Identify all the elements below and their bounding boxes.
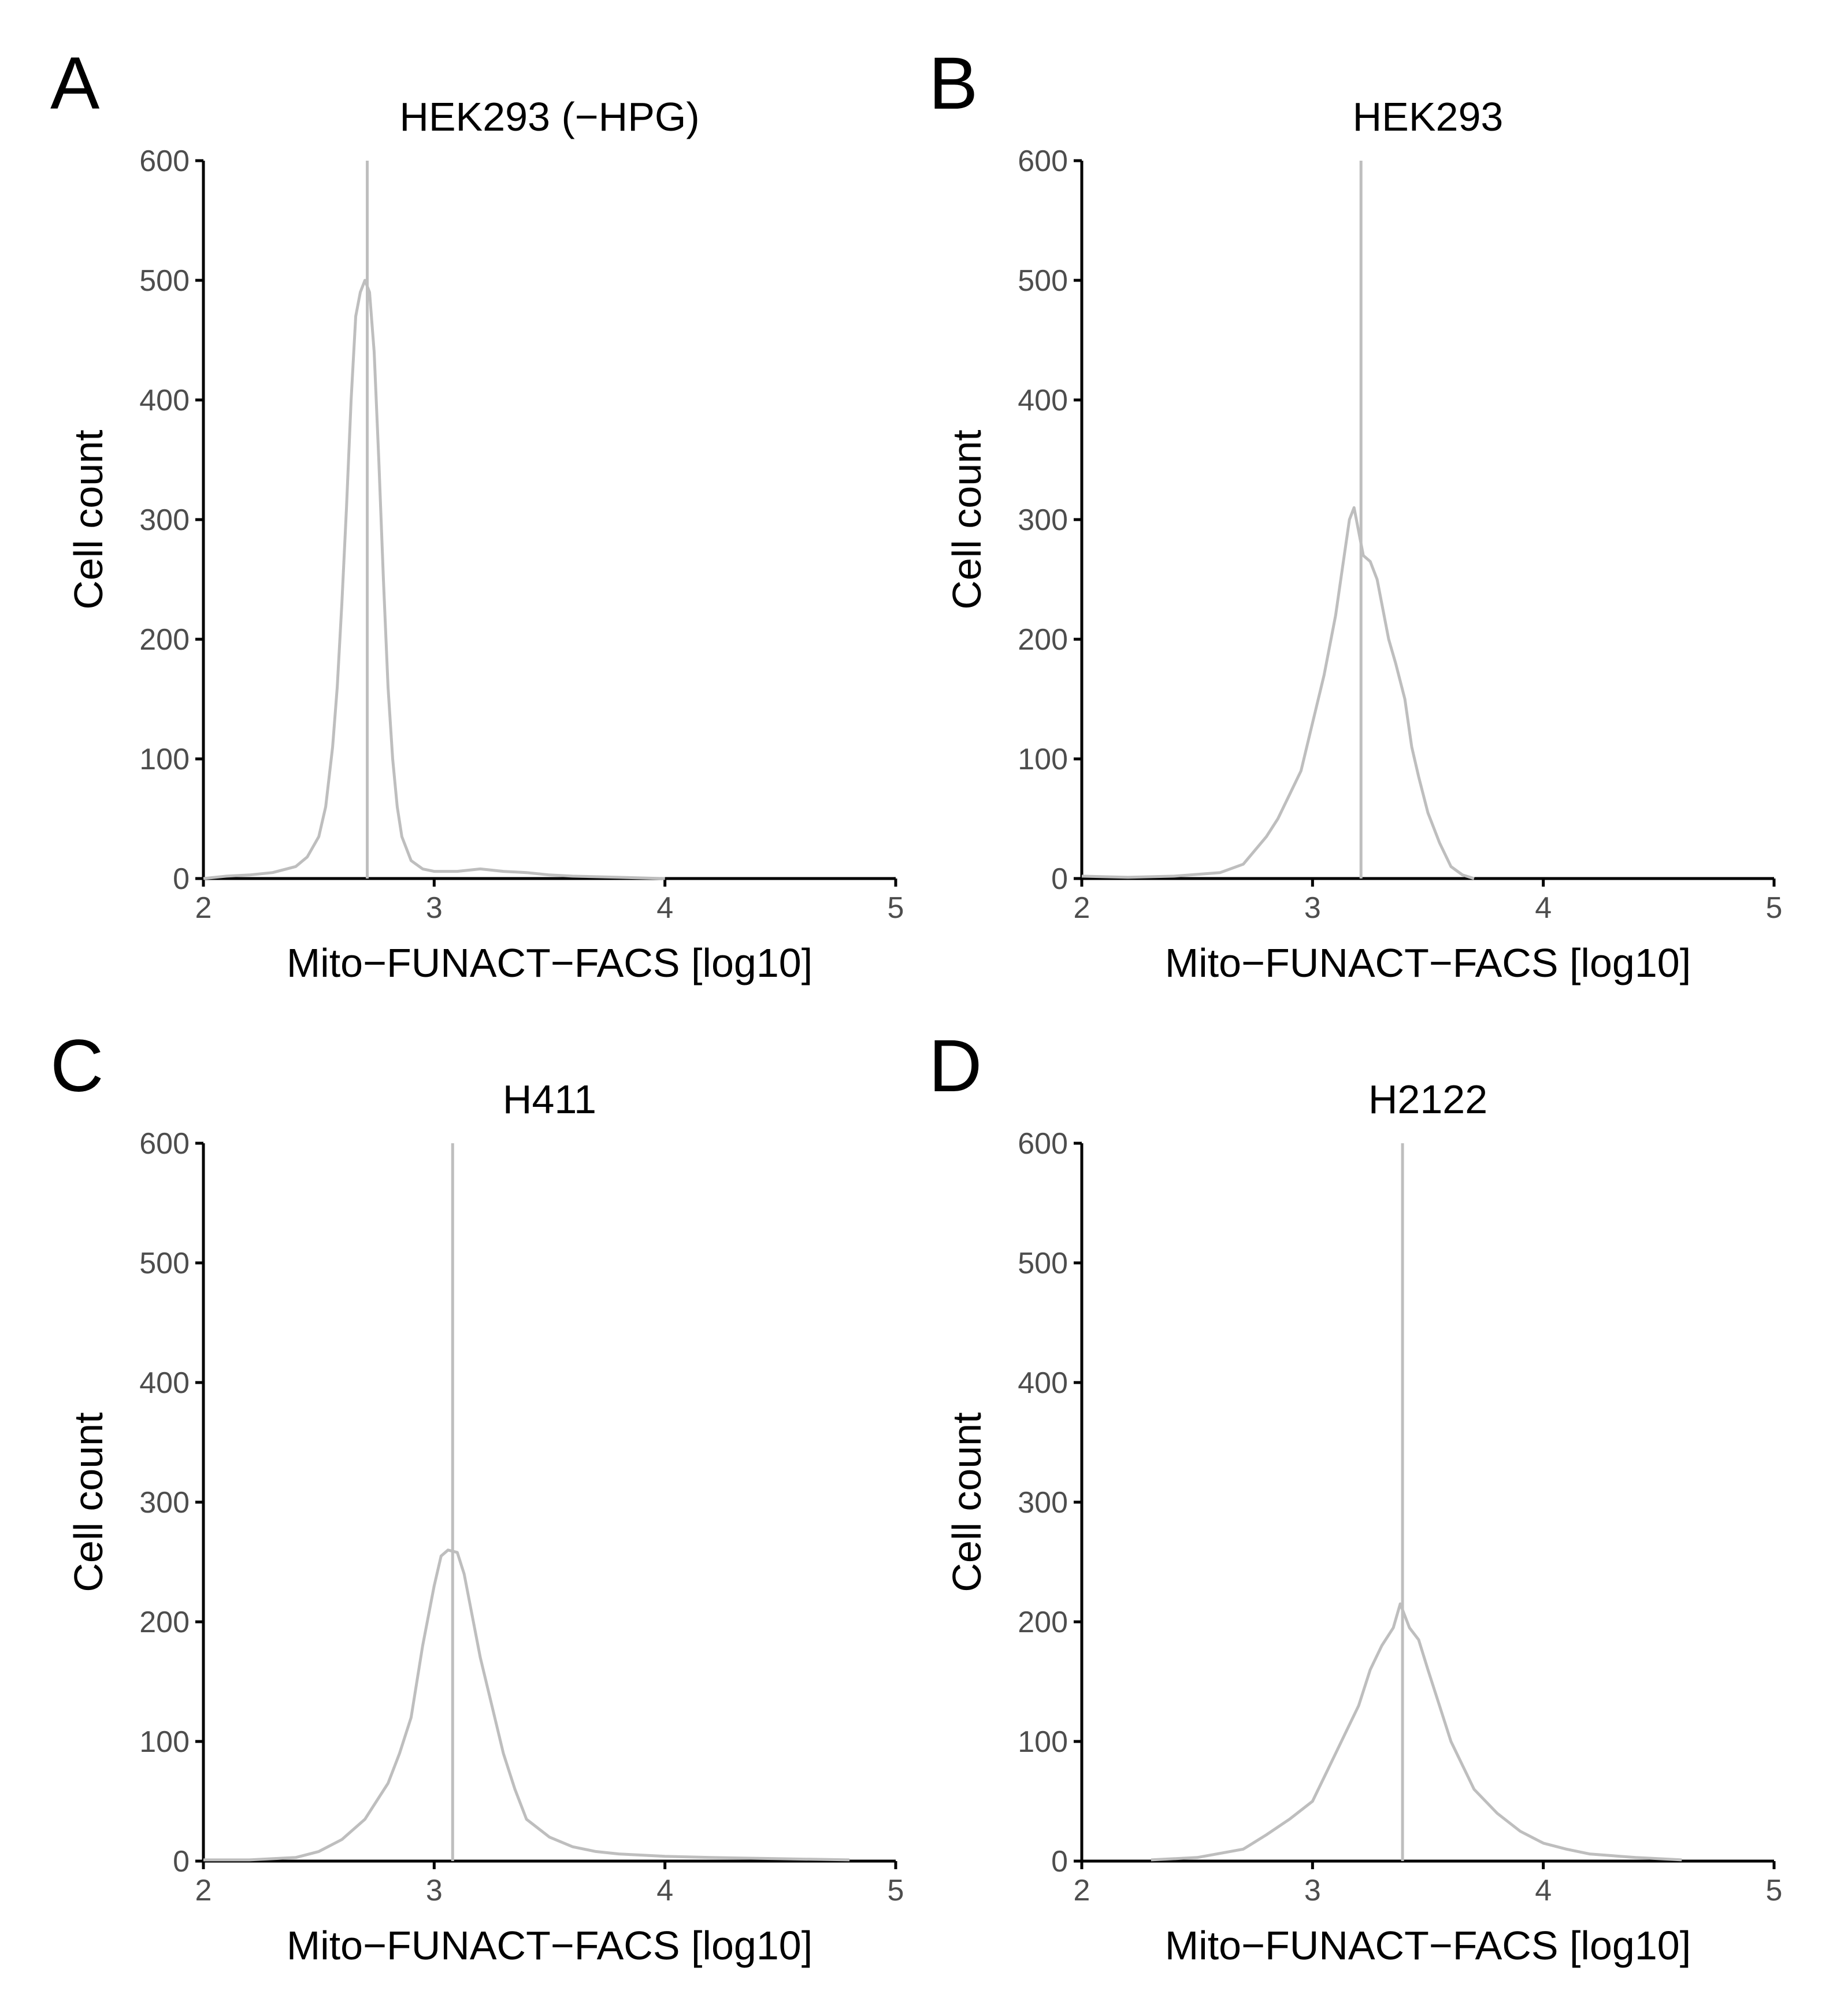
panel-c: C H411 0 100 200 300 400 500 600 2 3 4 5 Mito−FUNACT−… [50,1025,904,1968]
panel-title: H411 [503,1077,596,1122]
y-tick-label: 200 [139,1606,190,1639]
x-axis-title: Mito−FUNACT−FACS [log10] [287,940,812,985]
x-tick-label: 5 [888,1874,904,1907]
y-tick-label: 500 [1018,1247,1068,1280]
x-tick-label: 4 [656,891,673,925]
y-tick-label: 600 [1018,144,1068,178]
y-tick-label: 0 [1051,862,1068,896]
y-tick-label: 100 [1018,1725,1068,1759]
y-tick-label: 100 [139,743,190,776]
y-axis-title: Cell count [66,1412,111,1592]
panel-b: B HEK293 0 100 200 300 400 500 600 2 3 4 5 Mito−FUNAC… [929,42,1782,985]
x-tick-label: 3 [426,891,443,925]
y-tick-label: 100 [139,1725,190,1759]
y-tick-label: 300 [1018,503,1068,537]
y-tick-label: 400 [139,384,190,417]
x-tick-label: 4 [656,1874,673,1907]
panel-letter: B [929,42,978,125]
x-tick-label: 3 [1304,891,1321,925]
panel-letter: D [929,1025,982,1107]
panel-letter: A [50,42,100,125]
panel-title: HEK293 (−HPG) [399,94,699,139]
x-tick-label: 2 [1074,1874,1090,1907]
y-tick-label: 0 [173,1845,190,1878]
x-tick-label: 3 [1304,1874,1321,1907]
y-axis-title: Cell count [944,429,989,609]
histogram-line [1151,1602,1682,1862]
x-tick-label: 3 [426,1874,443,1907]
histogram-line [203,1548,850,1862]
y-tick-label: 600 [139,144,190,178]
y-tick-label: 400 [1018,384,1068,417]
y-axis-title: Cell count [944,1412,989,1592]
y-tick-label: 600 [139,1127,190,1161]
y-tick-label: 300 [139,503,190,537]
x-tick-label: 5 [1766,891,1783,925]
y-tick-label: 500 [1018,264,1068,298]
y-tick-label: 300 [1018,1486,1068,1520]
x-tick-label: 5 [888,891,904,925]
x-axis-title: Mito−FUNACT−FACS [log10] [1165,1923,1691,1968]
y-tick-label: 200 [139,623,190,657]
x-tick-label: 2 [195,891,212,925]
y-tick-label: 200 [1018,1606,1068,1639]
panel-title: HEK293 [1353,94,1504,139]
x-axis-title: Mito−FUNACT−FACS [log10] [287,1923,812,1968]
y-tick-label: 400 [1018,1366,1068,1400]
histogram-line [203,279,665,880]
y-tick-label: 400 [139,1366,190,1400]
x-tick-label: 2 [1074,891,1090,925]
x-axis-title: Mito−FUNACT−FACS [log10] [1165,940,1691,985]
y-tick-label: 500 [139,1247,190,1280]
y-tick-label: 0 [1051,1845,1068,1878]
x-tick-label: 2 [195,1874,212,1907]
x-tick-label: 5 [1766,1874,1783,1907]
y-tick-label: 500 [139,264,190,298]
panel-letter: C [50,1025,103,1107]
y-axis-title: Cell count [66,429,111,609]
x-tick-label: 4 [1535,1874,1552,1907]
y-tick-label: 100 [1018,743,1068,776]
panel-d: D H2122 0 100 200 300 400 500 600 2 3 4 5 Mito−FUNACT… [929,1025,1782,1968]
y-tick-label: 600 [1018,1127,1068,1161]
panel-title: H2122 [1368,1077,1487,1122]
y-tick-label: 300 [139,1486,190,1520]
y-tick-label: 200 [1018,623,1068,657]
panel-a: A HEK293 (−HPG) 0 100 200 300 400 500 600 2 3 4 5 Mit… [50,42,904,985]
y-tick-label: 0 [173,862,190,896]
histogram-line [1081,506,1475,880]
x-tick-label: 4 [1535,891,1552,925]
